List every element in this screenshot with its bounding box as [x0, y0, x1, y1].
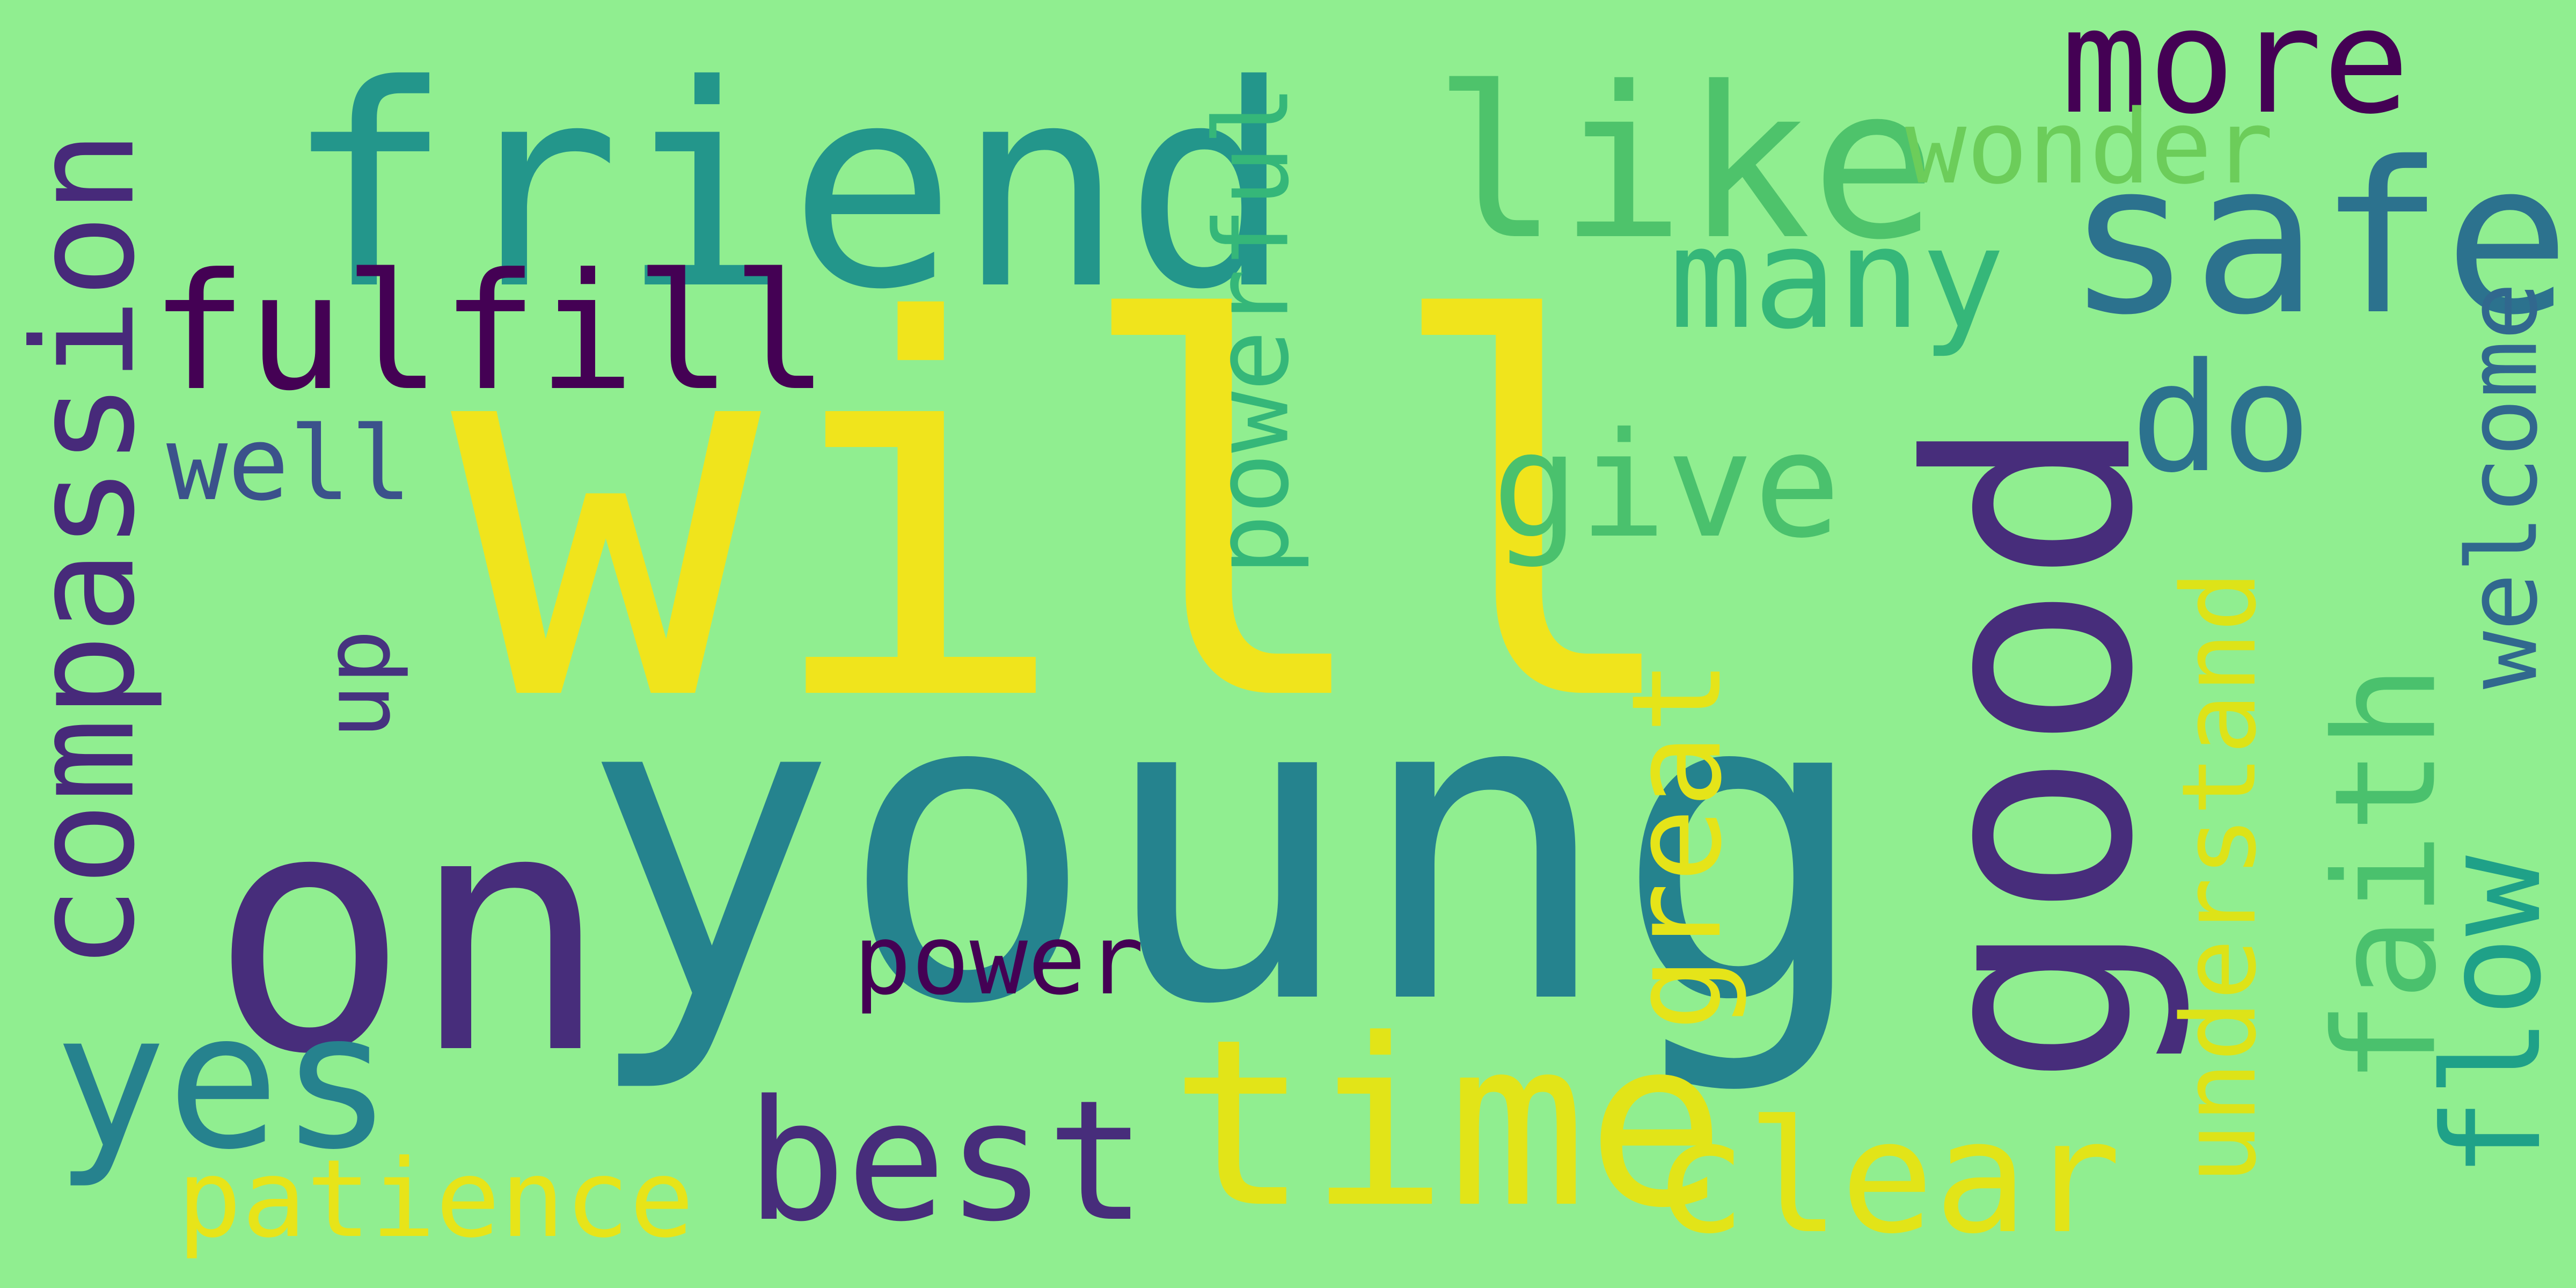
- word-young: young: [580, 598, 1872, 1098]
- word-like: like: [1433, 42, 1937, 286]
- word-time: time: [1170, 990, 1726, 1258]
- word-great: great: [1606, 659, 1750, 1031]
- word-give: give: [1492, 401, 1841, 570]
- word-wonder: wonder: [1905, 88, 2274, 207]
- word-best: best: [746, 1065, 1147, 1258]
- word-on: on: [209, 740, 610, 1127]
- word-friend: friend: [284, 25, 1293, 350]
- word-yes: yes: [54, 972, 393, 1191]
- word-flow: flow: [2414, 855, 2571, 1179]
- word-many: many: [1669, 198, 2006, 360]
- word-well: well: [166, 405, 412, 523]
- word-welcome: welcome: [2447, 282, 2559, 690]
- word-patience: patience: [177, 1137, 694, 1262]
- word-fulfill: fulfill: [150, 239, 829, 426]
- word-compassion: compassion: [3, 130, 166, 970]
- word-good: good: [1869, 415, 2195, 1088]
- word-understand: understand: [2160, 570, 2279, 1184]
- word-do: do: [2131, 331, 2312, 506]
- word-more: more: [2061, 0, 2410, 146]
- word-power: power: [853, 904, 1144, 1016]
- word-clear: clear: [1653, 1087, 2121, 1268]
- word-up: up: [304, 629, 411, 740]
- word-powerful: powerful: [1192, 84, 1312, 576]
- word-safe: safe: [2066, 117, 2571, 361]
- word-will: will: [451, 215, 1692, 815]
